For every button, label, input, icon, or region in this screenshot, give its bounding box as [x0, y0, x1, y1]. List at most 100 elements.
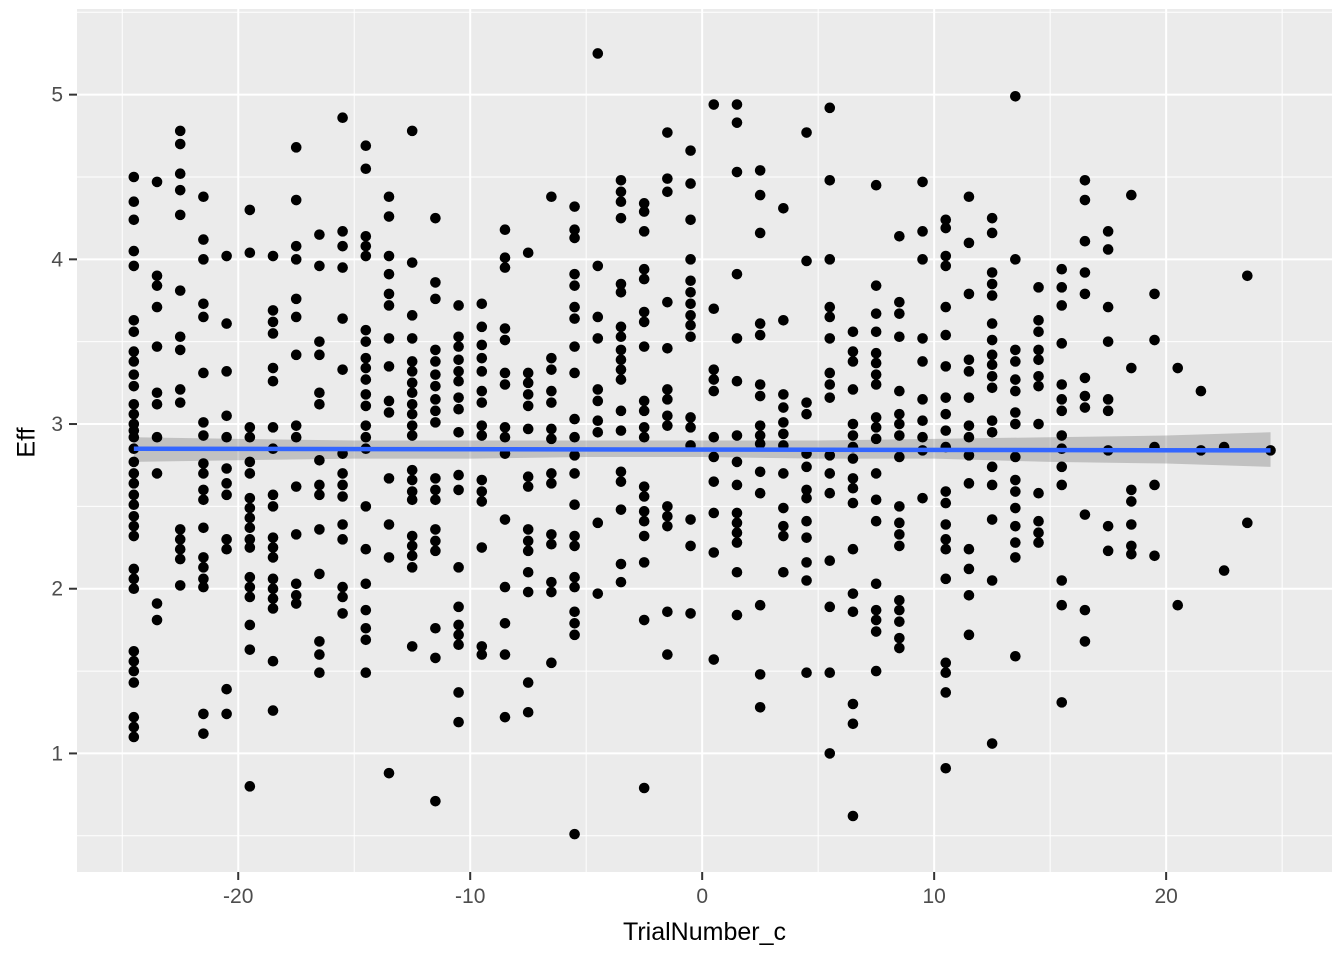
- data-point: [406, 377, 418, 389]
- data-point: [267, 532, 279, 543]
- data-point: [1126, 189, 1137, 201]
- data-point: [383, 519, 395, 530]
- data-point: [1126, 548, 1137, 560]
- data-point: [128, 510, 140, 522]
- data-point: [128, 646, 140, 657]
- data-point: [1010, 356, 1021, 367]
- data-point: [801, 461, 812, 473]
- data-point: [290, 481, 302, 492]
- data-point: [1033, 537, 1044, 548]
- data-point: [638, 405, 650, 417]
- data-point: [290, 578, 302, 590]
- data-point: [847, 384, 859, 395]
- data-point: [1033, 487, 1044, 499]
- data-point: [708, 303, 720, 315]
- data-point: [569, 618, 580, 629]
- data-point: [569, 413, 580, 425]
- data-point: [128, 731, 140, 743]
- data-point: [128, 499, 140, 511]
- data-point: [174, 344, 186, 356]
- data-point: [638, 481, 650, 492]
- data-point: [290, 529, 302, 540]
- data-point: [499, 422, 511, 433]
- data-point: [592, 333, 604, 344]
- data-point: [731, 375, 743, 387]
- data-point: [360, 634, 372, 646]
- data-point: [499, 379, 511, 390]
- data-point: [221, 366, 232, 377]
- data-point: [499, 711, 511, 723]
- data-point: [383, 268, 395, 280]
- data-point: [198, 430, 209, 441]
- data-point: [244, 456, 256, 468]
- data-point: [1079, 174, 1091, 186]
- data-point: [917, 333, 928, 344]
- data-point: [638, 273, 650, 285]
- data-point: [221, 534, 232, 545]
- data-point: [546, 191, 557, 203]
- data-point: [847, 606, 859, 618]
- data-point: [685, 214, 696, 226]
- data-point: [754, 379, 766, 390]
- data-point: [1079, 235, 1091, 247]
- data-point: [267, 316, 279, 328]
- data-point: [383, 407, 395, 418]
- data-point: [406, 366, 418, 377]
- y-tick-label: 3: [51, 413, 63, 436]
- data-point: [847, 588, 859, 599]
- data-point: [406, 494, 418, 506]
- data-point: [1079, 390, 1091, 402]
- data-point: [267, 422, 279, 433]
- data-point: [569, 367, 580, 379]
- data-point: [824, 601, 836, 613]
- data-point: [870, 515, 882, 527]
- data-point: [522, 389, 534, 400]
- data-point: [453, 331, 464, 343]
- data-point: [267, 542, 279, 553]
- data-point: [986, 479, 998, 491]
- data-point: [128, 214, 140, 226]
- data-point: [453, 601, 464, 613]
- data-point: [847, 356, 859, 367]
- data-point: [430, 494, 441, 506]
- data-point: [801, 667, 812, 679]
- x-axis-title: TrialNumber_c: [622, 918, 786, 946]
- data-point: [406, 387, 418, 399]
- data-point: [963, 431, 975, 443]
- data-point: [314, 336, 325, 347]
- data-point: [198, 191, 209, 203]
- data-point: [360, 336, 372, 347]
- data-point: [383, 211, 395, 222]
- data-point: [476, 649, 488, 660]
- data-point: [592, 260, 604, 272]
- data-point: [453, 366, 464, 377]
- data-point: [894, 418, 905, 430]
- data-point: [267, 603, 279, 614]
- data-point: [1033, 418, 1044, 430]
- data-point: [337, 608, 348, 619]
- data-point: [1010, 90, 1021, 102]
- data-point: [569, 301, 580, 313]
- data-point: [1010, 520, 1021, 532]
- data-point: [940, 408, 952, 420]
- data-point: [778, 417, 789, 428]
- data-point: [615, 344, 627, 356]
- data-point: [1033, 515, 1044, 527]
- data-point: [569, 828, 580, 840]
- data-point: [1010, 385, 1021, 397]
- data-point: [754, 487, 766, 499]
- data-point: [128, 478, 140, 489]
- data-point: [522, 566, 534, 578]
- data-point: [940, 214, 952, 226]
- data-point: [986, 514, 998, 525]
- data-point: [1056, 394, 1068, 405]
- data-point: [685, 275, 696, 287]
- data-point: [360, 400, 372, 412]
- data-point: [731, 456, 743, 468]
- data-point: [267, 573, 279, 585]
- data-point: [940, 519, 952, 530]
- data-point: [1195, 385, 1207, 397]
- data-point: [383, 288, 395, 300]
- data-point: [1079, 288, 1091, 300]
- data-point: [754, 669, 766, 680]
